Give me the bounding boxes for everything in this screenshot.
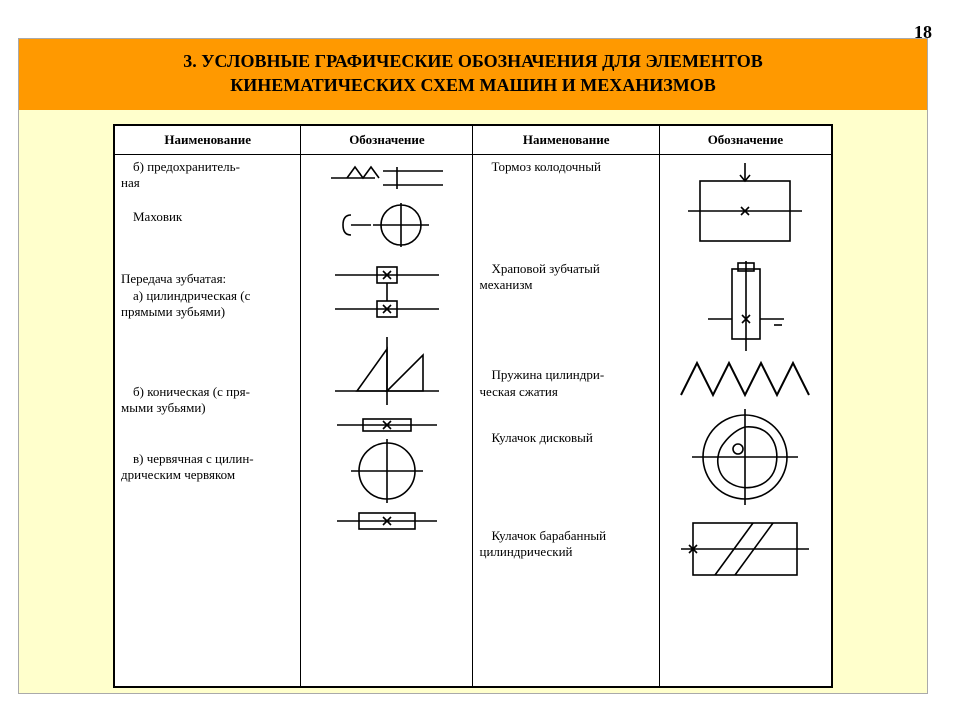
right-item-2b: механизм — [479, 277, 652, 293]
right-item-2a: Храповой зубчатый — [479, 261, 652, 277]
symbol-ratchet — [680, 259, 810, 355]
header-symbol-2: Обозначение — [659, 125, 831, 154]
symbol-gear-conical — [327, 331, 447, 409]
symbol-gear-worm — [327, 409, 447, 539]
section-title: 3. УСЛОВНЫЕ ГРАФИЧЕСКИЕ ОБОЗНАЧЕНИЯ ДЛЯ … — [19, 39, 927, 110]
left-item-2: Маховик — [121, 209, 294, 225]
left-item-3a: Передача зубчатая: — [121, 271, 294, 287]
right-item-4: Кулачок дисковый — [479, 430, 652, 446]
title-line-2: КИНЕМАТИЧЕСКИХ СХЕМ МАШИН И МЕХАНИЗМОВ — [49, 73, 897, 97]
left-item-1a: б) предохранитель- — [121, 159, 294, 175]
left-item-3c: прямыми зубьями) — [121, 304, 294, 320]
symbol-cam-disc — [680, 405, 810, 509]
symbol-block-brake — [680, 159, 810, 259]
content-panel: 3. УСЛОВНЫЕ ГРАФИЧЕСКИЕ ОБОЗНАЧЕНИЯ ДЛЯ … — [18, 38, 928, 694]
left-item-5a: в) червячная с цилин- — [121, 451, 294, 467]
right-item-5a: Кулачок барабанный — [479, 528, 652, 544]
symbol-compression-spring — [675, 355, 815, 405]
left-symbols — [301, 154, 473, 686]
spec-table: Наименование Обозначение Наименование Об… — [114, 125, 832, 687]
left-item-5b: дрическим червяком — [121, 467, 294, 483]
left-item-3b: а) цилиндрическая (с — [121, 288, 294, 304]
right-item-1: Тормоз колодочный — [479, 159, 652, 175]
table-body-row: б) предохранитель- ная Маховик Передача … — [115, 154, 832, 686]
right-names: Тормоз колодочный Храповой зубчатый меха… — [473, 154, 659, 686]
symbol-flywheel — [327, 197, 447, 253]
right-item-5b: цилиндрический — [479, 544, 652, 560]
left-item-1b: ная — [121, 175, 294, 191]
header-name-1: Наименование — [115, 125, 301, 154]
symbol-cam-drum — [675, 509, 815, 589]
symbol-gear-cylindrical — [327, 253, 447, 331]
header-row: Наименование Обозначение Наименование Об… — [115, 125, 832, 154]
spec-table-wrapper: Наименование Обозначение Наименование Об… — [113, 124, 833, 688]
header-symbol-1: Обозначение — [301, 125, 473, 154]
left-item-4b: мыми зубьями) — [121, 400, 294, 416]
right-item-3a: Пружина цилиндри- — [479, 367, 652, 383]
right-symbols — [659, 154, 831, 686]
left-item-4a: б) коническая (с пря- — [121, 384, 294, 400]
title-line-1: 3. УСЛОВНЫЕ ГРАФИЧЕСКИЕ ОБОЗНАЧЕНИЯ ДЛЯ … — [49, 49, 897, 73]
header-name-2: Наименование — [473, 125, 659, 154]
symbol-safety-coupling — [327, 159, 447, 197]
right-item-3b: ческая сжатия — [479, 384, 652, 400]
left-names: б) предохранитель- ная Маховик Передача … — [115, 154, 301, 686]
